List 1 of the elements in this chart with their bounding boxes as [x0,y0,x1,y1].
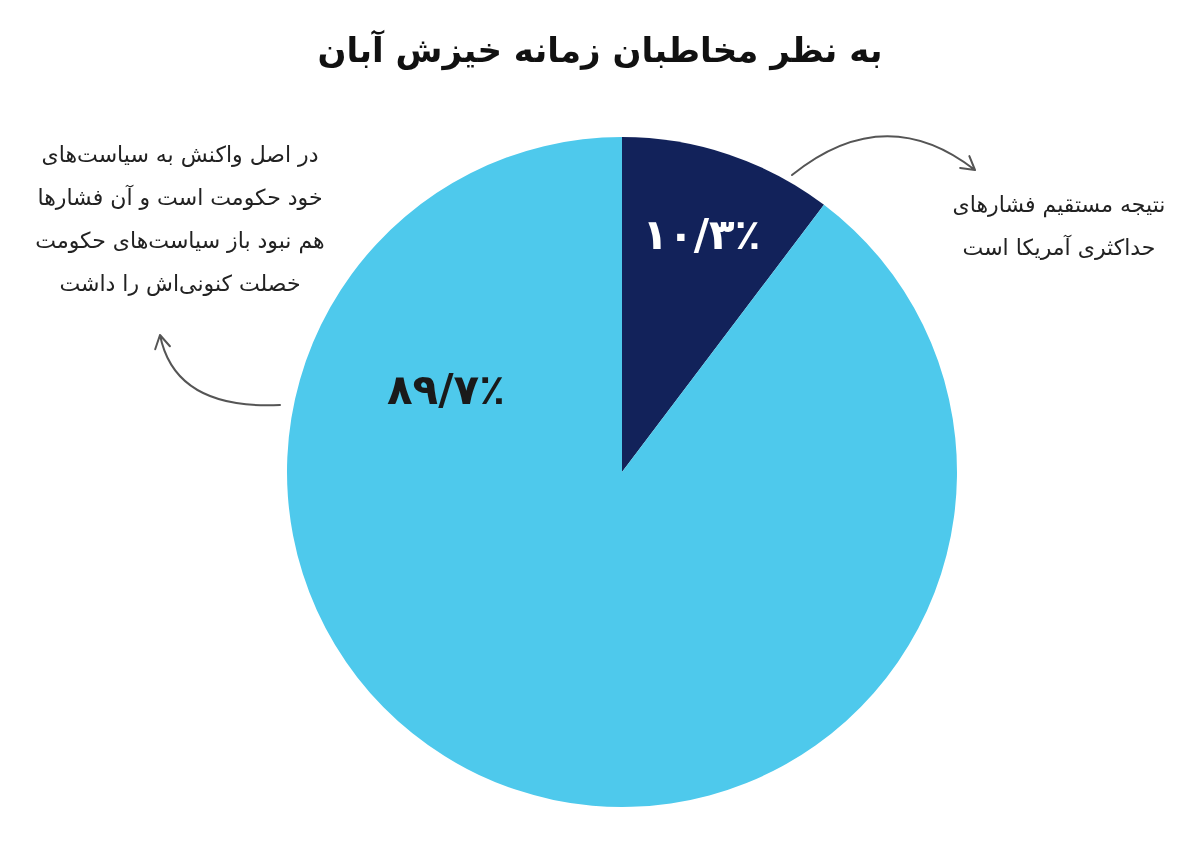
chart-title: به نظر مخاطبان زمانه خیزش آبان [317,30,883,70]
